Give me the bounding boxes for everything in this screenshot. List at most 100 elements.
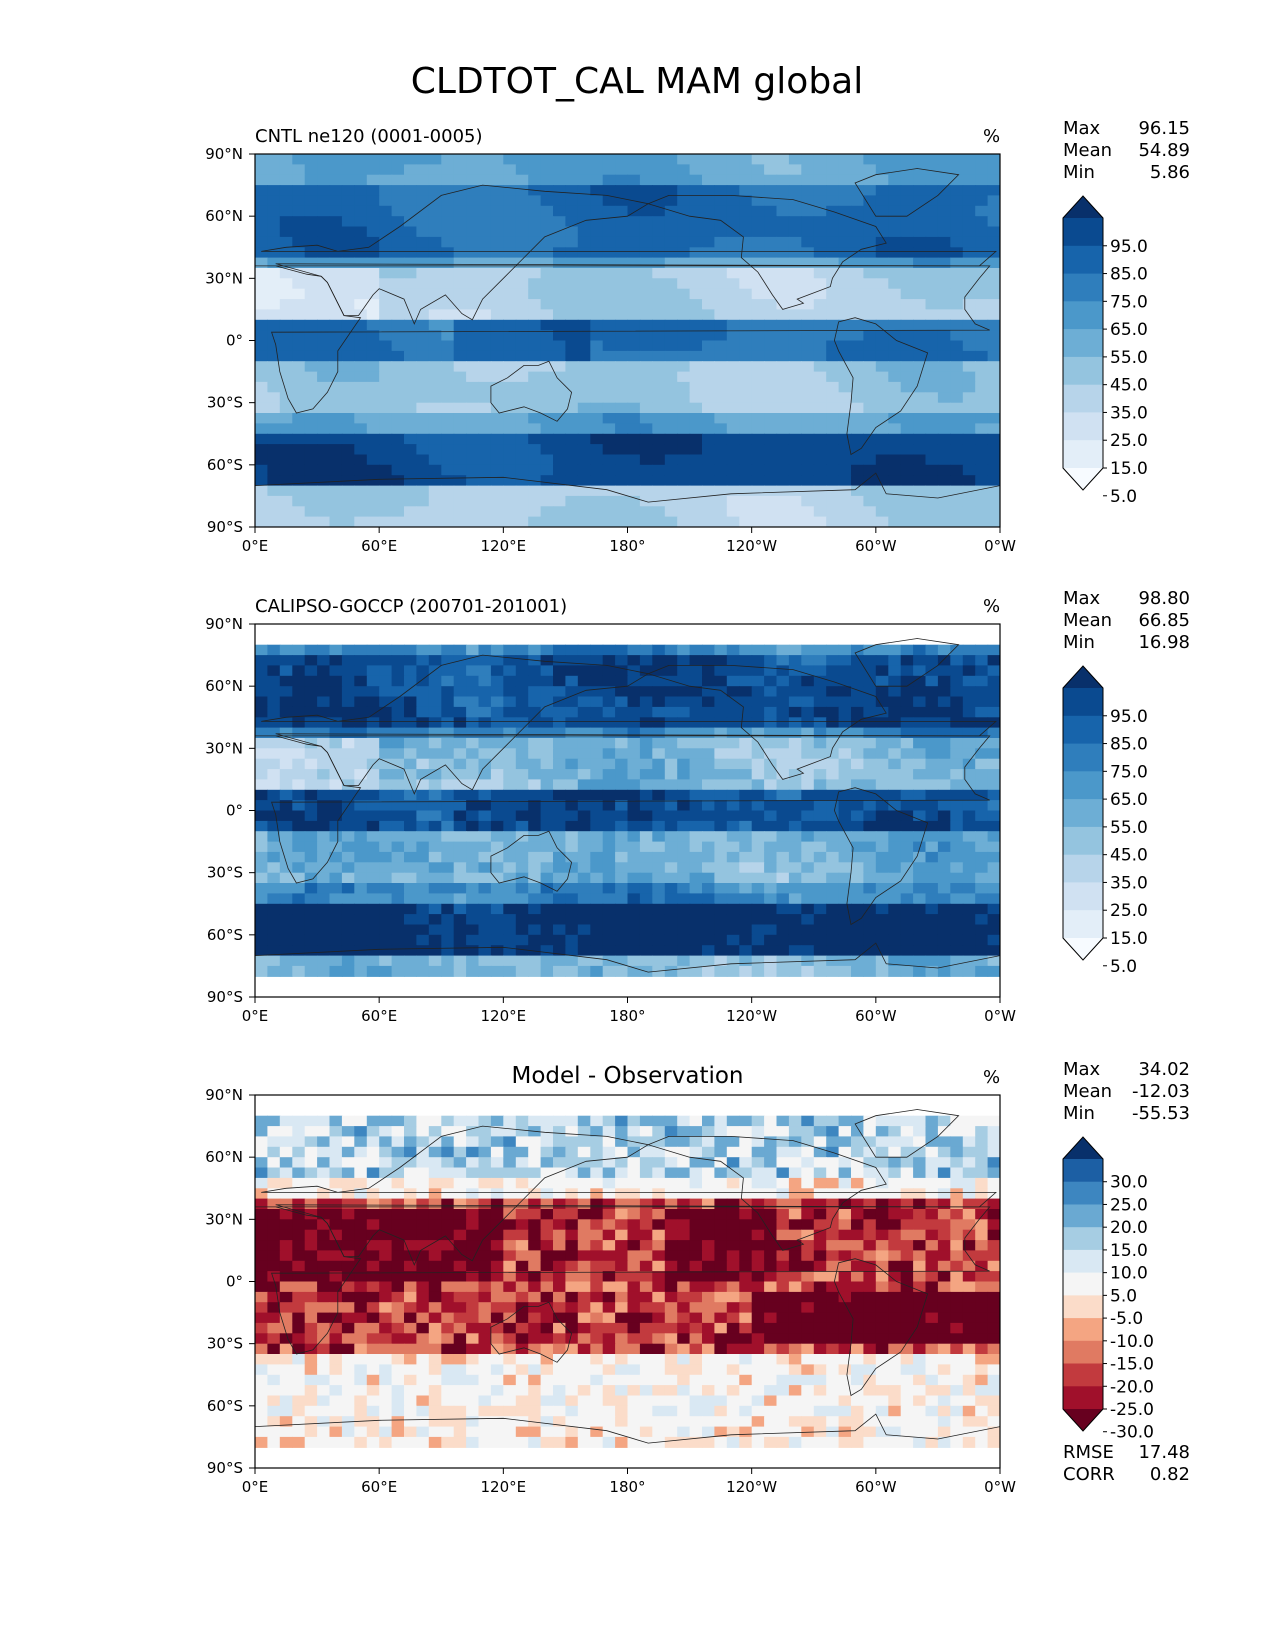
field-cell (478, 361, 492, 373)
field-cell (937, 1167, 951, 1179)
field-cell (304, 862, 318, 874)
field-cell (428, 965, 442, 977)
field-cell (900, 810, 914, 822)
field-cell (801, 686, 815, 698)
field-cell (267, 340, 281, 352)
field-cell (553, 727, 566, 739)
field-cell (987, 1115, 1000, 1127)
field-cell (267, 299, 281, 311)
field-cell (888, 851, 902, 863)
field-cell (813, 800, 827, 812)
field-cell (478, 924, 492, 936)
field-cell (652, 1177, 666, 1189)
field-cell (863, 862, 877, 874)
field-cell (689, 340, 703, 352)
field-cell (962, 402, 976, 414)
field-cell (304, 216, 318, 228)
field-cell (602, 955, 616, 967)
field-cell (478, 278, 492, 290)
field-cell (366, 883, 380, 894)
field-cell (341, 1115, 355, 1127)
field-cell (925, 945, 939, 957)
field-cell (689, 299, 703, 311)
field-cell (602, 1209, 616, 1220)
field-cell (466, 965, 480, 977)
field-cell (702, 1229, 715, 1241)
field-cell (677, 361, 691, 373)
field-cell (714, 236, 728, 248)
field-cell (466, 1188, 480, 1200)
field-cell (503, 934, 517, 946)
field-cell (565, 841, 579, 853)
x-tick-label: 120°E (481, 537, 527, 555)
field-cell (888, 1167, 902, 1179)
field-cell (726, 655, 740, 667)
field-cell (739, 1146, 753, 1158)
field-cell (292, 1240, 306, 1252)
field-cell (379, 883, 393, 894)
field-cell (913, 185, 927, 197)
field-cell (689, 506, 703, 518)
field-cell (279, 862, 293, 874)
field-cell (726, 965, 740, 977)
field-cell (950, 413, 964, 424)
field-cell (813, 1229, 827, 1241)
field-cell (478, 831, 492, 843)
field-cell (329, 174, 343, 186)
field-cell (279, 506, 293, 518)
field-cell (937, 872, 951, 884)
field-cell (615, 257, 629, 269)
field-cell (664, 955, 678, 967)
field-cell (354, 769, 368, 781)
field-cell (888, 402, 902, 414)
field-cell (615, 1136, 629, 1148)
field-cell (267, 330, 281, 342)
field-cell (416, 413, 430, 424)
field-cell (689, 1229, 703, 1241)
field-cell (317, 506, 331, 518)
field-cell (466, 1209, 480, 1220)
field-cell (851, 1229, 864, 1241)
field-cell (652, 330, 666, 342)
field-cell (975, 903, 989, 915)
field-cell (577, 381, 591, 393)
field-cell (354, 506, 368, 518)
field-cell (913, 955, 927, 967)
field-cell (553, 257, 566, 269)
field-cell (788, 392, 802, 404)
field-cell (788, 1157, 802, 1169)
field-cell (366, 381, 380, 393)
field-cell (515, 1198, 529, 1210)
field-cell (739, 810, 753, 822)
field-cell (304, 330, 318, 342)
field-cell (726, 831, 740, 843)
stat-label: Max (1063, 118, 1101, 139)
field-cell (354, 1198, 368, 1210)
field-cell (428, 758, 442, 770)
field-cell (875, 851, 889, 863)
field-cell (677, 800, 691, 812)
field-cell (950, 154, 964, 165)
field-cell (528, 1177, 542, 1189)
field-cell (255, 675, 268, 687)
field-cell (292, 433, 306, 445)
field-cell (925, 738, 939, 749)
field-cell (602, 371, 616, 383)
field-cell (987, 475, 1000, 487)
field-cell (279, 810, 293, 822)
field-cell (702, 862, 715, 874)
field-cell (838, 706, 852, 718)
field-cell (354, 1209, 368, 1220)
field-cell (788, 402, 802, 414)
field-cell (826, 195, 840, 207)
field-cell (428, 675, 442, 687)
field-cell (615, 934, 629, 946)
field-cell (391, 413, 405, 424)
field-cell (503, 381, 517, 393)
field-cell (428, 717, 442, 729)
field-cell (540, 675, 554, 687)
field-cell (428, 914, 442, 926)
field-cell (788, 319, 802, 331)
field-cell (490, 851, 504, 863)
field-cell (416, 789, 430, 801)
